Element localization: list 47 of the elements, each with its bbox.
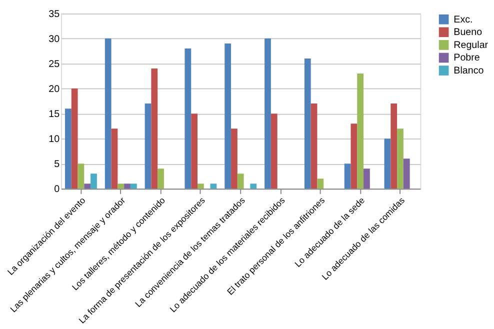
bar [270,114,278,189]
bar [78,164,84,189]
bar [390,104,398,189]
bar [118,184,124,189]
y-tick-label: 25 [48,58,60,70]
y-tick-label: 15 [48,109,60,120]
bar [90,174,97,189]
bar [71,88,78,189]
bar [184,48,192,189]
y-tick-label: 10 [48,134,60,146]
bar [344,164,351,189]
bar [231,128,238,189]
legend-label: Pobre [454,52,480,64]
bar [130,184,137,189]
bar [304,58,311,189]
bar [264,38,271,189]
bar [364,168,370,189]
y-tick-label: 0 [54,184,60,196]
bar [111,128,118,189]
bar [84,184,91,189]
y-tick-label: 20 [48,84,60,95]
bar [158,168,164,189]
bar [210,184,217,189]
legend-label: Regular [454,40,489,51]
bar [224,44,232,189]
bar [124,184,130,189]
bar [310,104,318,189]
y-tick-label: 35 [48,8,60,20]
bar [191,114,198,189]
bar [237,174,244,189]
bar [384,138,391,189]
bar [65,108,72,189]
bar [397,128,404,189]
bar [403,158,410,189]
bar [357,74,364,189]
bar [144,104,152,189]
y-tick-label: 5 [54,159,60,170]
bar [350,124,358,189]
bar [151,68,158,189]
legend-label: Blanco [454,66,484,77]
legend-label: Bueno [454,27,483,38]
bar [104,38,112,189]
bar [317,178,324,189]
bar [198,184,204,189]
y-tick-label: 30 [48,34,60,45]
legend-label: Exc. [454,14,473,26]
bar [250,184,257,189]
